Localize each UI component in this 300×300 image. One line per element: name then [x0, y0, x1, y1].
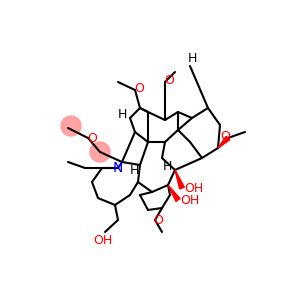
Text: H: H: [162, 160, 172, 172]
Circle shape: [61, 116, 81, 136]
Text: OH: OH: [184, 182, 204, 194]
Circle shape: [90, 142, 110, 162]
Polygon shape: [175, 170, 184, 189]
Text: O: O: [134, 82, 144, 95]
Text: H: H: [187, 52, 197, 64]
Text: N: N: [113, 161, 123, 175]
Text: OH: OH: [180, 194, 200, 206]
Text: O: O: [220, 130, 230, 143]
Text: H: H: [117, 107, 127, 121]
Text: O: O: [164, 74, 174, 88]
Text: O: O: [153, 214, 163, 227]
Text: OH: OH: [93, 233, 112, 247]
Text: H: H: [129, 164, 139, 178]
Polygon shape: [168, 185, 180, 201]
Polygon shape: [218, 136, 230, 148]
Text: O: O: [87, 131, 97, 145]
